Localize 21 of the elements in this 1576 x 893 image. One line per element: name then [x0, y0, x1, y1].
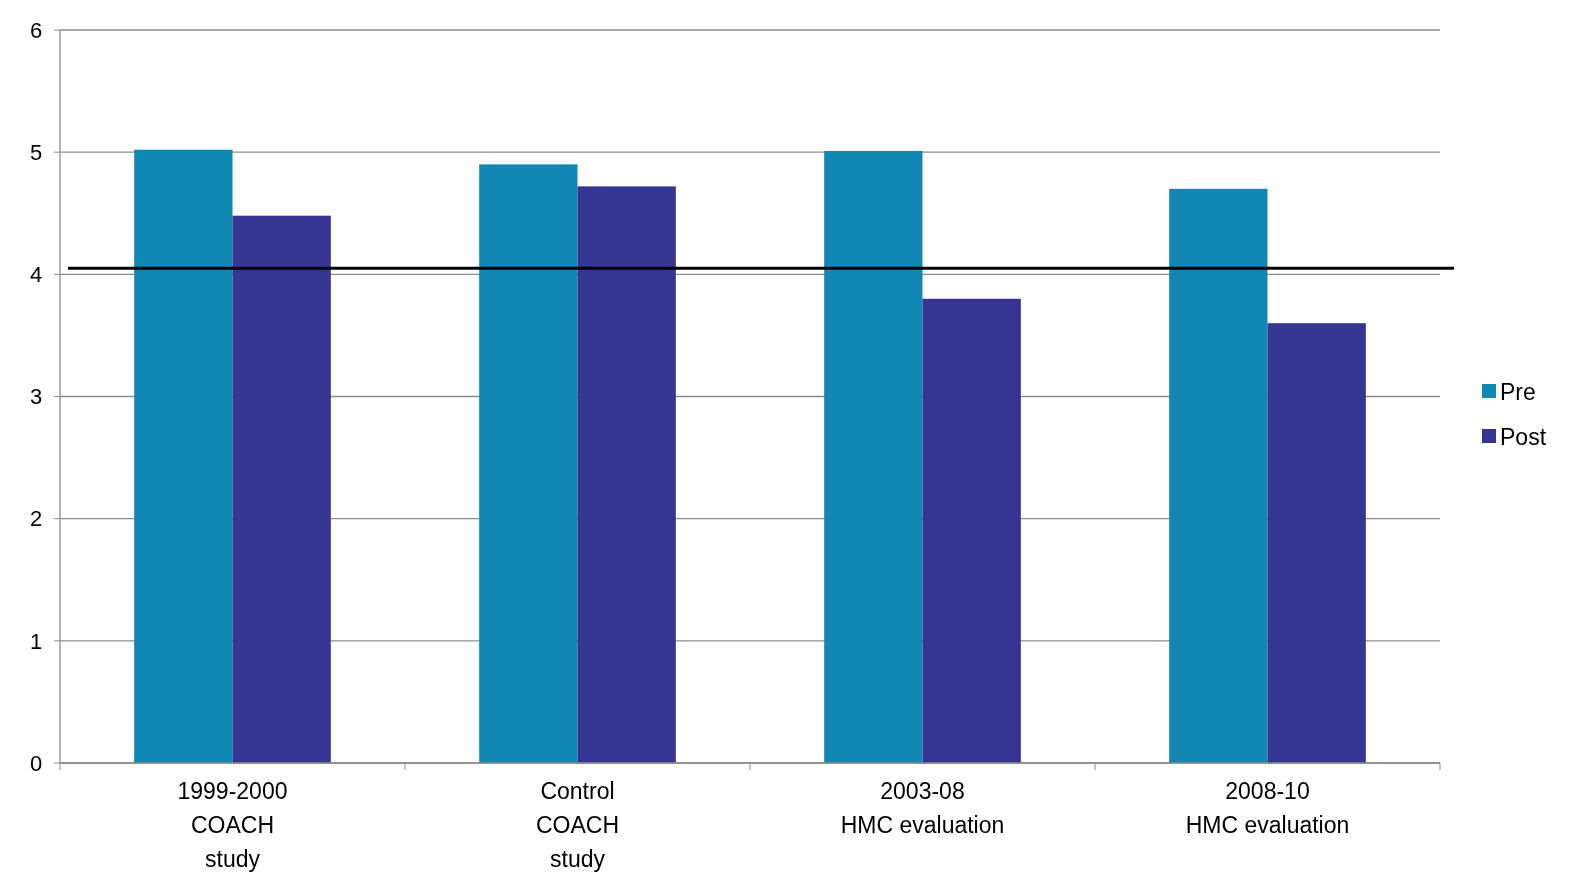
- bar: [1169, 188, 1268, 763]
- x-tick-label: 2003-08 HMC evaluation: [840, 778, 1005, 838]
- bar: [577, 186, 676, 763]
- legend-label: Post: [1500, 424, 1547, 451]
- bar: [922, 298, 1021, 763]
- x-tick-label: Control COACH study: [535, 778, 620, 872]
- bar: [134, 149, 233, 763]
- y-tick-label: 2: [29, 506, 43, 532]
- y-tick-label: 1: [29, 628, 43, 654]
- legend-label: Pre: [1500, 379, 1536, 406]
- y-tick-label: 5: [29, 139, 43, 165]
- y-tick-label: 4: [29, 262, 43, 288]
- x-tick-label: 1999-2000 COACH study: [177, 778, 288, 872]
- y-tick-label: 6: [29, 17, 43, 43]
- bar: [232, 215, 331, 763]
- bar: [479, 164, 578, 763]
- y-tick-label: 3: [29, 384, 43, 410]
- x-tick-label: 2008-10 HMC evaluation: [1185, 778, 1350, 838]
- bar: [824, 150, 923, 763]
- y-tick-label: 0: [29, 750, 43, 776]
- bar: [1267, 323, 1366, 763]
